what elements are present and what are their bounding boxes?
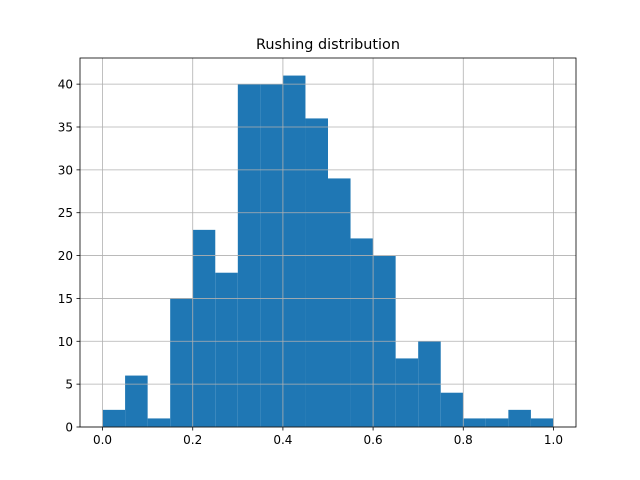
bar bbox=[485, 418, 509, 427]
bar bbox=[530, 418, 554, 427]
bar bbox=[328, 178, 351, 427]
y-tick-label: 20 bbox=[58, 249, 73, 263]
y-tick-label: 10 bbox=[58, 335, 73, 349]
y-tick-label: 30 bbox=[58, 163, 73, 177]
bar bbox=[147, 418, 171, 427]
bar bbox=[282, 75, 306, 428]
bar bbox=[170, 298, 193, 427]
bar bbox=[440, 392, 464, 427]
bar bbox=[305, 118, 328, 427]
chart-title: Rushing distribution bbox=[256, 37, 400, 53]
bar bbox=[215, 272, 238, 427]
y-tick-label: 35 bbox=[58, 121, 73, 135]
y-tick-label: 25 bbox=[58, 206, 73, 220]
bar bbox=[508, 409, 531, 427]
y-tick-label: 40 bbox=[58, 78, 73, 92]
x-tick-label: 0.4 bbox=[273, 433, 292, 447]
y-tick-label: 15 bbox=[58, 292, 73, 306]
bar bbox=[395, 358, 419, 427]
x-tick-label: 0.8 bbox=[454, 433, 473, 447]
x-tick-label: 0.0 bbox=[93, 433, 112, 447]
bar bbox=[125, 375, 148, 427]
x-tick-label: 0.2 bbox=[183, 433, 202, 447]
bar bbox=[102, 409, 126, 427]
x-tick-label: 1.0 bbox=[544, 433, 563, 447]
x-tick-label: 0.6 bbox=[364, 433, 383, 447]
y-tick-label: 5 bbox=[65, 378, 73, 392]
bar bbox=[350, 238, 374, 427]
bar bbox=[192, 229, 216, 427]
bar bbox=[463, 418, 486, 427]
plot-frame bbox=[79, 57, 577, 428]
y-tick-label: 0 bbox=[65, 421, 73, 435]
